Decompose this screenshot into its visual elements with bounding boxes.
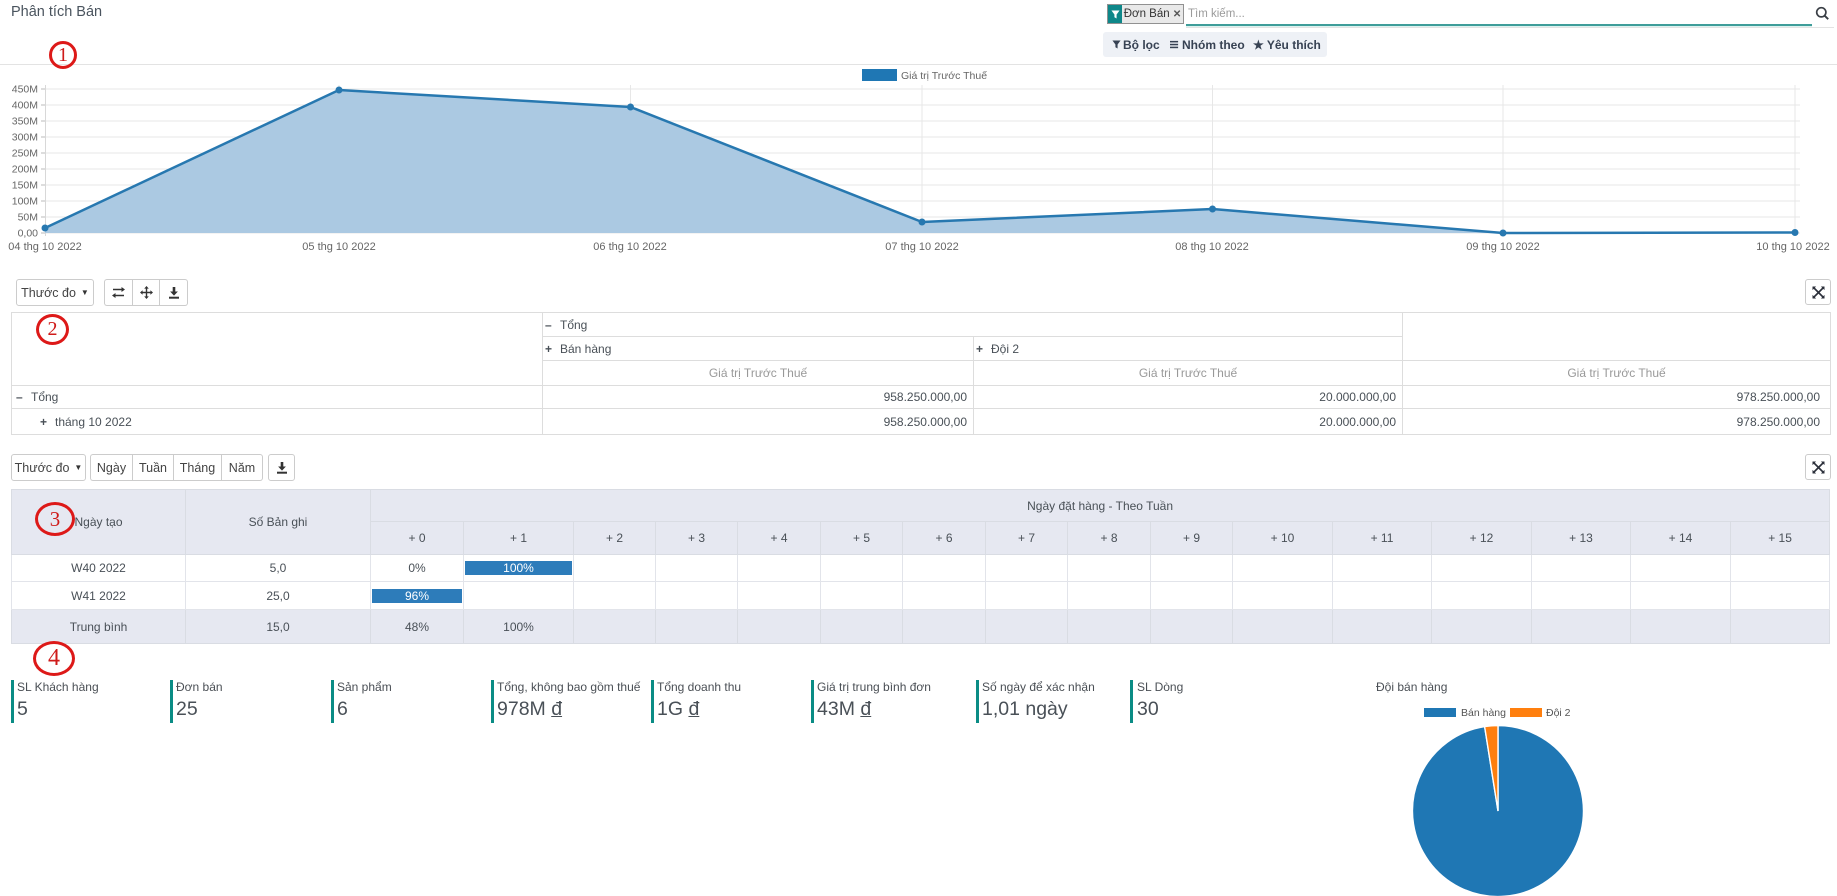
- svg-text:05 thg 10 2022: 05 thg 10 2022: [302, 241, 375, 253]
- svg-text:400M: 400M: [12, 100, 38, 112]
- svg-text:300M: 300M: [12, 132, 38, 144]
- svg-text:08 thg 10 2022: 08 thg 10 2022: [1175, 241, 1248, 253]
- svg-text:Giá trị Trước Thuế: Giá trị Trước Thuế: [901, 70, 987, 82]
- svg-text:450M: 450M: [12, 84, 38, 96]
- svg-text:06 thg 10 2022: 06 thg 10 2022: [593, 241, 666, 253]
- svg-text:250M: 250M: [12, 148, 38, 160]
- svg-text:04 thg 10 2022: 04 thg 10 2022: [8, 241, 81, 253]
- svg-text:200M: 200M: [12, 164, 38, 176]
- svg-text:150M: 150M: [12, 180, 38, 192]
- svg-text:07 thg 10 2022: 07 thg 10 2022: [885, 241, 958, 253]
- svg-text:100M: 100M: [12, 196, 38, 208]
- svg-text:0,00: 0,00: [18, 228, 39, 240]
- svg-text:10 thg 10 2022: 10 thg 10 2022: [1756, 241, 1829, 253]
- svg-text:350M: 350M: [12, 116, 38, 128]
- svg-text:50M: 50M: [18, 212, 38, 224]
- svg-text:09 thg 10 2022: 09 thg 10 2022: [1466, 241, 1539, 253]
